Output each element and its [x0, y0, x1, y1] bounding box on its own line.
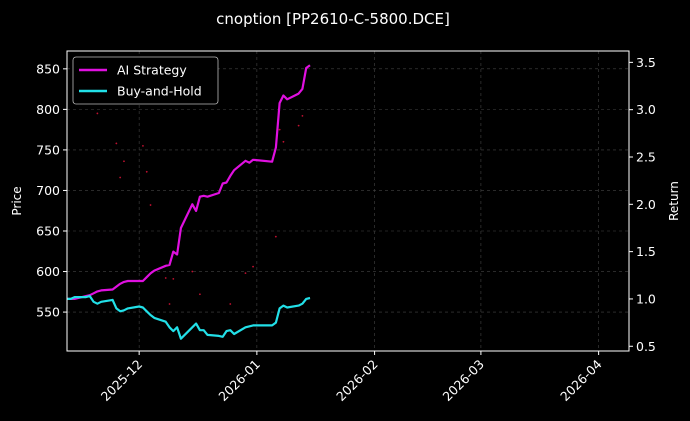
price-point: [278, 128, 281, 131]
legend-label: AI Strategy: [117, 63, 187, 78]
price-point: [172, 277, 175, 280]
legend-box: [72, 56, 219, 105]
y2-tick-label: 2.0: [636, 197, 656, 212]
price-point: [168, 303, 171, 305]
price-point: [142, 144, 144, 147]
price-point: [123, 160, 125, 163]
y-tick-label: 550: [36, 305, 60, 320]
y-tick-label: 850: [36, 61, 60, 76]
y2-tick-label: 1.0: [636, 291, 656, 306]
price-point: [145, 170, 148, 173]
y-tick-label: 700: [36, 183, 60, 198]
chart-title: cnoption [PP2610-C-5800.DCE]: [216, 10, 450, 28]
price-point: [191, 270, 194, 273]
price-point: [96, 112, 99, 115]
price-point: [301, 114, 304, 117]
y-axis-label: Price: [10, 186, 24, 215]
ai-strategy-line: [67, 64, 311, 300]
y-tick-label: 650: [36, 224, 60, 239]
price-point: [229, 303, 232, 305]
y2-tick-label: 1.5: [636, 244, 656, 259]
price-point: [115, 142, 118, 145]
price-point: [297, 124, 300, 127]
legend-label: Buy-and-Hold: [117, 84, 202, 99]
y2-tick-label: 2.5: [636, 149, 656, 164]
price-point: [244, 272, 247, 275]
y2-tick-label: 3.0: [636, 102, 656, 117]
price-point: [149, 204, 152, 206]
price-point: [119, 176, 122, 179]
y2-tick-label: 0.5: [636, 339, 656, 354]
price-point: [274, 235, 277, 238]
y2-tick-label: 3.5: [636, 55, 656, 70]
series-layer: [67, 64, 311, 340]
legend: AI Strategy Buy-and-Hold: [72, 56, 219, 105]
plot-frame: [66, 50, 630, 352]
price-point: [199, 293, 201, 296]
buy-and-hold-line: [67, 295, 311, 340]
y-tick-label: 600: [36, 264, 60, 279]
y-tick-label: 800: [36, 102, 60, 117]
price-point: [282, 140, 285, 143]
price-point: [252, 265, 254, 268]
price-point: [164, 277, 167, 279]
y-tick-label: 750: [36, 142, 60, 157]
y2-axis-label: Return: [667, 181, 681, 221]
